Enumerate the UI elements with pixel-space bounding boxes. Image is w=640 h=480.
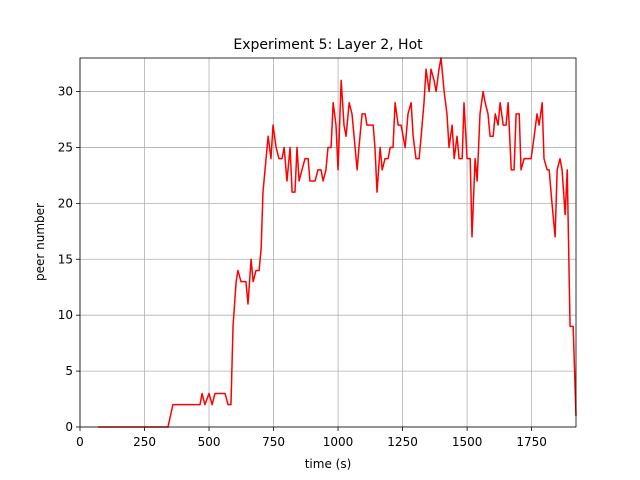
- x-tick-label: 1000: [323, 435, 354, 449]
- y-tick-label: 20: [58, 196, 73, 210]
- x-tick-label: 1500: [452, 435, 483, 449]
- y-tick-label: 0: [65, 420, 73, 434]
- x-tick-label: 750: [262, 435, 285, 449]
- chart-title: Experiment 5: Layer 2, Hot: [233, 37, 423, 53]
- y-tick-label: 15: [58, 252, 73, 266]
- x-tick-label: 1750: [516, 435, 547, 449]
- y-tick-label: 5: [65, 364, 73, 378]
- data-line: [98, 57, 577, 428]
- y-tick-label: 10: [58, 308, 73, 322]
- x-tick-label: 1250: [387, 435, 418, 449]
- y-axis-label: peer number: [33, 203, 47, 281]
- y-tick-label: 30: [58, 85, 73, 99]
- plot-frame: [79, 57, 577, 428]
- y-tick-label: 25: [58, 140, 73, 154]
- x-tick-label: 0: [76, 435, 84, 449]
- x-tick-label: 250: [133, 435, 156, 449]
- x-axis-label: time (s): [305, 457, 352, 471]
- x-tick-label: 500: [198, 435, 221, 449]
